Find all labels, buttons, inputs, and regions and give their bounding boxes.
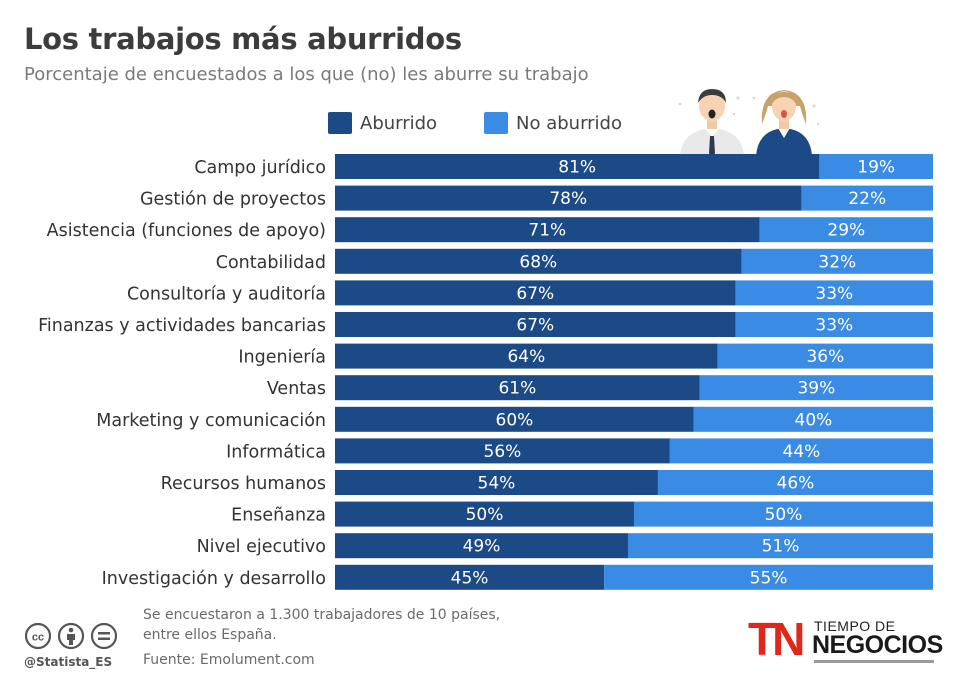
footnote-line-2: entre ellos España. [143,627,277,643]
bar-aburrido [335,533,629,559]
brand-line-2: NEGOCIOS [812,631,943,659]
bar-aburrido [335,154,820,179]
footnote-line-1: Se encuestaron a 1.300 trabajadores de 1… [143,607,501,623]
data-label-aburrido: 49% [463,537,501,557]
bar-aburrido [335,501,634,527]
data-label-no-aburrido: 50% [765,505,803,525]
bar-aburrido [335,564,605,590]
data-label-aburrido: 78% [549,189,587,209]
data-label-aburrido: 71% [528,221,566,241]
bar-no-aburrido [735,280,933,306]
statista-handle: @Statista_ES [24,655,113,669]
data-label-aburrido: 54% [478,474,516,494]
bar-no-aburrido [819,154,933,179]
data-label-no-aburrido: 55% [750,568,788,588]
bar-aburrido [335,312,736,337]
category-label: Marketing y comunicación [96,411,326,431]
male-worker-icon [678,89,744,156]
data-label-aburrido: 56% [484,442,522,462]
data-label-no-aburrido: 51% [762,537,800,557]
data-label-aburrido: 67% [516,284,554,304]
category-label: Contabilidad [216,253,326,273]
data-label-no-aburrido: 33% [815,284,853,304]
data-label-aburrido: 50% [466,505,504,525]
bar-aburrido [335,217,760,243]
legend-label-aburrido: Aburrido [360,112,438,134]
bar-no-aburrido [657,470,933,495]
data-label-aburrido: 81% [558,158,596,178]
brand-mark: TN [748,613,805,665]
category-label: Enseñanza [231,506,326,526]
category-label: Ingeniería [238,348,326,368]
legend-label-no-aburrido: No aburrido [516,112,622,134]
bar-aburrido [335,343,718,369]
category-label: Informática [226,442,326,462]
data-label-no-aburrido: 36% [806,347,844,367]
bar-no-aburrido [628,533,933,559]
bar-aburrido [335,406,694,432]
by-icon [57,622,85,650]
workers-illustration [678,89,820,156]
bar-no-aburrido [741,248,933,274]
category-label: Ventas [267,379,326,399]
legend-item-no-aburrido: No aburrido [484,112,622,134]
brand-underline [814,660,934,663]
data-label-aburrido: 68% [519,252,557,272]
chart-subtitle: Porcentaje de encuestados a los que (no)… [24,64,589,85]
category-label: Recursos humanos [161,474,326,494]
data-label-no-aburrido: 19% [857,158,895,178]
data-label-no-aburrido: 32% [818,252,856,272]
footnote: Se encuestaron a 1.300 trabajadores de 1… [143,605,563,645]
data-label-no-aburrido: 40% [795,410,833,430]
data-label-no-aburrido: 44% [783,442,821,462]
bar-no-aburrido [634,501,933,527]
legend-swatch-no-aburrido [484,112,508,134]
bar-no-aburrido [669,438,933,464]
bar-no-aburrido [801,185,933,211]
bar-no-aburrido [735,312,933,337]
data-label-no-aburrido: 39% [797,379,835,399]
category-label: Gestión de proyectos [140,190,326,210]
data-label-no-aburrido: 22% [848,189,886,209]
bar-aburrido [335,280,736,306]
category-label: Investigación y desarrollo [102,569,326,589]
data-label-aburrido: 45% [451,568,489,588]
data-label-aburrido: 61% [498,379,536,399]
data-label-aburrido: 64% [507,347,545,367]
category-label: Consultoría y auditoría [127,284,326,304]
category-label: Nivel ejecutivo [197,537,326,557]
female-worker-icon [752,90,820,156]
bar-no-aburrido [699,375,933,401]
legend-item-aburrido: Aburrido [328,112,437,134]
bar-no-aburrido [717,343,933,369]
data-label-aburrido: 60% [496,410,534,430]
stacked-bar-chart: Campo jurídico 81% 19% Gestión de proyectos… [38,154,933,590]
data-label-no-aburrido: 29% [827,221,865,241]
data-label-no-aburrido: 46% [777,474,815,494]
bar-no-aburrido [604,564,933,590]
bar-no-aburrido [693,406,933,432]
data-label-no-aburrido: 33% [815,316,853,336]
bar-aburrido [335,185,802,211]
category-label: Campo jurídico [194,158,326,178]
source-note: Fuente: Emolument.com [143,652,315,668]
category-label: Finanzas y actividades bancarias [38,316,326,336]
bar-aburrido [335,375,700,401]
category-label: Asistencia (funciones de apoyo) [47,221,326,241]
bar-no-aburrido [759,217,933,243]
legend-swatch-aburrido [328,112,352,134]
svg-text:cc: cc [32,632,44,644]
brand-line-1: TIEMPO DE [814,618,896,634]
data-label-aburrido: 67% [516,316,554,336]
license-icons: cc [24,622,118,650]
chart-title: Los trabajos más aburridos [24,22,462,56]
brand-logo: TN TIEMPO DE NEGOCIOS [748,613,943,666]
bar-aburrido [335,248,742,274]
bar-aburrido [335,470,658,495]
nd-icon [90,622,118,650]
bar-aburrido [335,438,670,464]
cc-icon: cc [24,622,52,650]
